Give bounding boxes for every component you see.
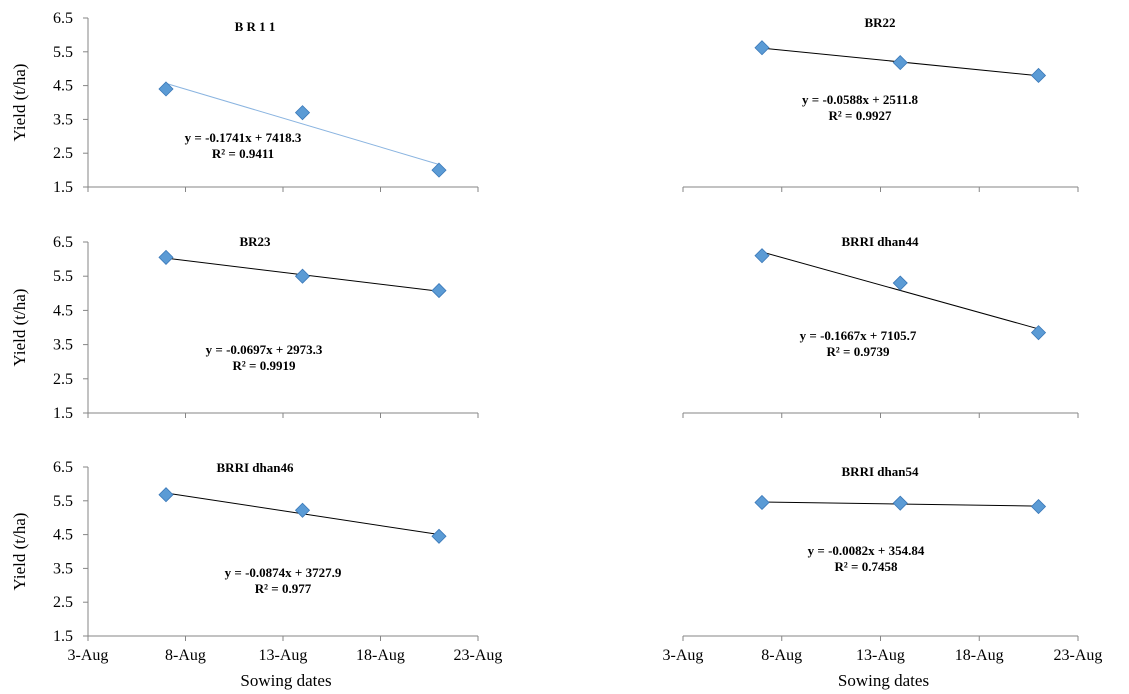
data-point-marker xyxy=(1030,498,1047,515)
x-tick-label: 8-Aug xyxy=(761,647,802,664)
data-point-marker xyxy=(754,40,770,56)
trendline-equation: y = -0.0697x + 2973.3 xyxy=(206,342,323,357)
data-point-marker xyxy=(892,275,908,291)
x-tick-label: 3-Aug xyxy=(68,647,109,664)
y-tick-label: 3.5 xyxy=(53,337,73,354)
x-tick-label: 13-Aug xyxy=(856,647,905,664)
panel-title: B R 1 1 xyxy=(235,19,276,34)
data-point-marker xyxy=(1030,67,1047,84)
y-tick-label: 4.5 xyxy=(53,302,73,319)
panel-title: BRRI dhan44 xyxy=(842,234,919,249)
x-axis-title: Sowing dates xyxy=(240,671,331,690)
chart-panel-1: 1.5 2.5 3.5 4.5 5.5 6.5 Yield (t/ha) B R 1 1 y =… xyxy=(10,10,479,196)
trendline xyxy=(165,82,440,165)
y-tick-label: 4.5 xyxy=(53,527,73,544)
y-tick-label: 2.5 xyxy=(53,371,73,388)
data-point-marker xyxy=(158,81,174,97)
data-point-marker xyxy=(1030,325,1047,341)
trendline-r-squared: R² = 0.9919 xyxy=(233,358,296,373)
trendline-equation: y = -0.1741x + 7418.3 xyxy=(185,130,302,145)
trendline-r-squared: R² = 0.977 xyxy=(255,581,312,596)
data-point-marker xyxy=(294,502,311,518)
trendline-r-squared: R² = 0.9927 xyxy=(829,108,892,123)
trendline-r-squared: R² = 0.9411 xyxy=(212,146,274,161)
x-tick-label: 3-Aug xyxy=(663,647,704,664)
data-point-marker xyxy=(754,248,770,264)
y-tick-label: 1.5 xyxy=(53,628,73,645)
panel-title: BRRI dhan46 xyxy=(217,460,294,475)
x-tick-label: 13-Aug xyxy=(259,647,308,664)
x-tick-label: 18-Aug xyxy=(356,647,405,664)
chart-panel-5: 1.5 2.5 3.5 4.5 5.5 6.5 Yield (t/ha) 3-Aug 8-Aug… xyxy=(10,459,502,690)
y-axis-title: Yield (t/ha) xyxy=(10,513,29,591)
x-tick-label: 18-Aug xyxy=(955,647,1004,664)
data-point-marker xyxy=(431,162,447,178)
y-tick-label: 4.5 xyxy=(53,78,73,95)
trendline-r-squared: R² = 0.7458 xyxy=(835,559,898,574)
y-tick-label: 1.5 xyxy=(53,405,73,422)
y-tick-label: 5.5 xyxy=(53,268,73,285)
panel-title: BRRI dhan54 xyxy=(842,464,919,479)
data-point-marker xyxy=(892,495,908,511)
y-tick-label: 3.5 xyxy=(53,111,73,128)
y-tick-label: 2.5 xyxy=(53,594,73,611)
y-tick-label: 6.5 xyxy=(53,459,73,476)
y-tick-label: 6.5 xyxy=(53,10,73,27)
y-tick-label: 2.5 xyxy=(53,145,73,162)
y-tick-label: 5.5 xyxy=(53,44,73,61)
data-point-marker xyxy=(431,528,447,544)
chart-panel-4: BRRI dhan44 y = -0.1667x + 7105.7R² = 0.9… xyxy=(682,234,1079,418)
chart-panel-6: 3-Aug 8-Aug 13-Aug 18-Aug 23-Aug Sowing dates… xyxy=(663,464,1103,690)
chart-panel-3: 1.5 2.5 3.5 4.5 5.5 6.5 Yield (t/ha) BR23 y = -0… xyxy=(10,234,479,422)
panel-title: BR23 xyxy=(239,234,271,249)
y-axis-title: Yield (t/ha) xyxy=(10,289,29,367)
data-point-marker xyxy=(431,282,447,299)
trendline-equation: y = -0.1667x + 7105.7 xyxy=(800,328,917,343)
data-point-marker xyxy=(294,268,311,284)
y-tick-label: 6.5 xyxy=(53,234,73,251)
x-tick-label: 23-Aug xyxy=(454,647,503,664)
trendline-equation: y = -0.0082x + 354.84 xyxy=(808,543,925,558)
y-axis-title: Yield (t/ha) xyxy=(10,64,29,142)
y-tick-label: 1.5 xyxy=(53,179,73,196)
data-point-marker xyxy=(754,494,770,511)
chart-panel-2: BR22 y = -0.0588x + 2511.8R² = 0.9927 xyxy=(682,15,1079,192)
x-tick-label: 8-Aug xyxy=(165,647,206,664)
trendline-equation: y = -0.0874x + 3727.9 xyxy=(225,565,342,580)
x-tick-label: 23-Aug xyxy=(1054,647,1103,664)
data-point-marker xyxy=(158,487,174,503)
trendline-equation: y = -0.0588x + 2511.8 xyxy=(802,92,918,107)
data-point-marker xyxy=(892,55,908,71)
data-point-marker xyxy=(294,105,311,121)
data-point-marker xyxy=(158,249,174,265)
y-tick-label: 5.5 xyxy=(53,493,73,510)
panel-title: BR22 xyxy=(864,15,895,30)
trendline-r-squared: R² = 0.9739 xyxy=(827,344,890,359)
y-tick-label: 3.5 xyxy=(53,560,73,577)
x-axis-title: Sowing dates xyxy=(838,671,929,690)
